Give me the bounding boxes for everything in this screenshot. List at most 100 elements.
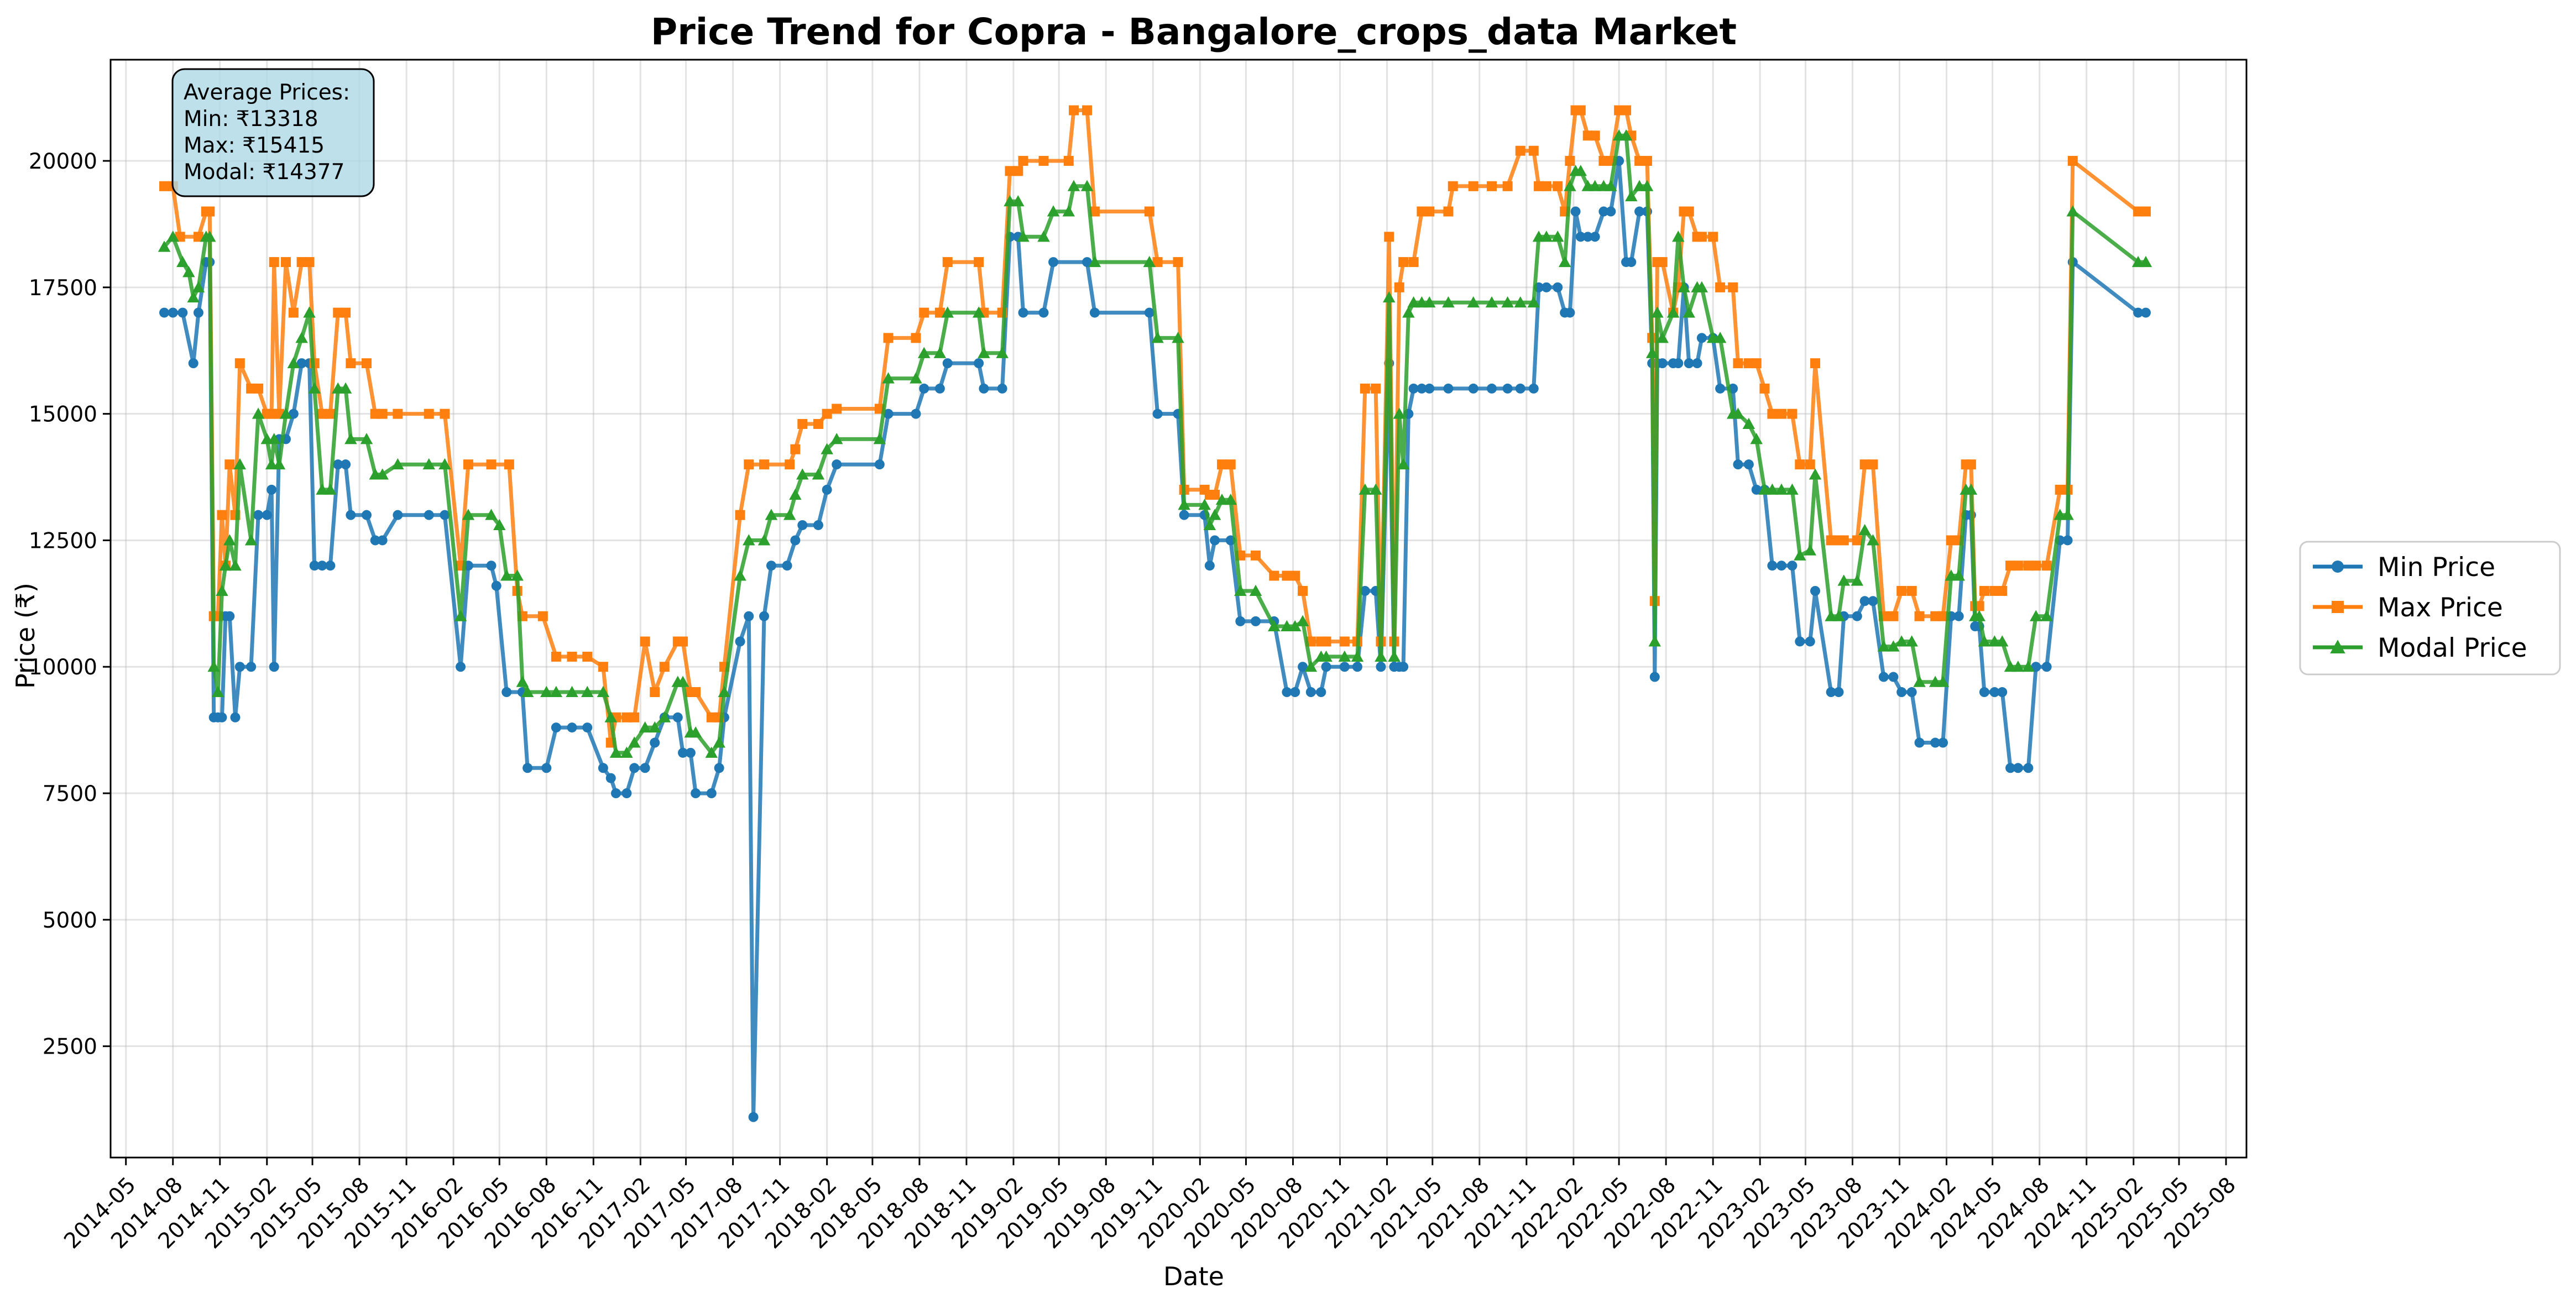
plot-frame bbox=[109, 59, 2248, 1159]
data-point bbox=[567, 651, 577, 662]
data-point bbox=[659, 662, 670, 672]
data-point bbox=[2139, 255, 2152, 268]
data-point bbox=[678, 636, 688, 647]
data-point bbox=[597, 685, 610, 698]
data-point bbox=[1574, 165, 1587, 176]
data-point bbox=[1684, 206, 1694, 217]
data-point bbox=[796, 468, 809, 480]
data-point bbox=[1173, 257, 1183, 268]
data-point bbox=[324, 483, 337, 495]
data-point bbox=[812, 468, 825, 480]
data-point bbox=[759, 611, 770, 621]
data-point bbox=[267, 484, 277, 495]
data-point bbox=[1388, 650, 1401, 662]
data-point bbox=[1541, 181, 1551, 191]
data-point bbox=[759, 459, 770, 470]
data-point bbox=[2005, 763, 2016, 773]
data-point bbox=[735, 510, 745, 520]
data-point bbox=[308, 382, 321, 394]
data-point bbox=[1936, 676, 1950, 687]
data-point bbox=[1443, 206, 1454, 217]
data-point bbox=[1767, 561, 1778, 571]
data-point bbox=[1423, 296, 1436, 308]
data-point bbox=[1375, 650, 1387, 662]
data-point bbox=[1715, 282, 1726, 292]
data-point bbox=[1867, 534, 1879, 546]
data-point bbox=[1376, 662, 1386, 672]
data-point bbox=[1683, 306, 1695, 318]
data-point bbox=[1038, 156, 1049, 166]
data-point bbox=[1089, 307, 1100, 318]
data-point bbox=[216, 584, 228, 596]
legend-label: Min Price bbox=[2378, 552, 2495, 583]
data-point bbox=[1269, 570, 1279, 581]
data-point bbox=[1408, 383, 1419, 394]
data-point bbox=[424, 510, 434, 520]
data-point bbox=[706, 788, 717, 799]
data-point bbox=[1906, 687, 1917, 698]
data-point bbox=[621, 788, 632, 799]
data-point bbox=[1570, 206, 1581, 217]
data-point bbox=[1979, 687, 1989, 698]
data-point bbox=[1648, 635, 1661, 647]
data-point bbox=[159, 181, 170, 191]
data-point bbox=[1621, 105, 1632, 116]
data-point bbox=[567, 722, 577, 733]
data-point bbox=[1360, 383, 1370, 394]
data-point bbox=[1012, 195, 1025, 207]
series-line-min-price bbox=[164, 159, 2146, 1119]
data-point bbox=[1751, 484, 1762, 495]
data-point bbox=[296, 358, 307, 369]
data-point bbox=[1172, 332, 1184, 343]
data-point bbox=[822, 409, 832, 419]
data-point bbox=[333, 459, 343, 470]
data-point bbox=[1895, 635, 1908, 647]
y-tick-label: 2500 bbox=[43, 1035, 97, 1060]
data-point bbox=[1080, 180, 1094, 191]
data-point bbox=[1017, 231, 1030, 242]
data-point bbox=[1502, 181, 1513, 191]
data-point bbox=[2066, 205, 2079, 217]
data-point bbox=[1144, 307, 1154, 318]
data-point bbox=[1759, 383, 1770, 394]
y-tick-label: 5000 bbox=[43, 908, 97, 933]
data-point bbox=[287, 357, 300, 369]
data-point bbox=[267, 409, 277, 419]
data-point bbox=[1684, 358, 1694, 369]
data-point bbox=[1859, 459, 1870, 470]
data-point bbox=[1605, 180, 1617, 191]
data-point bbox=[748, 1112, 759, 1122]
data-point bbox=[288, 409, 299, 419]
data-point bbox=[1251, 616, 1261, 626]
data-point bbox=[1290, 570, 1300, 581]
data-point bbox=[377, 409, 388, 419]
data-point bbox=[1930, 737, 1941, 748]
data-point bbox=[1606, 206, 1616, 217]
data-point bbox=[790, 444, 801, 454]
data-point bbox=[1795, 459, 1805, 470]
y-tick-label: 20000 bbox=[29, 149, 97, 174]
data-point bbox=[765, 509, 778, 520]
data-point bbox=[325, 561, 336, 571]
data-point bbox=[2332, 601, 2344, 613]
data-point bbox=[1868, 459, 1878, 470]
data-point bbox=[1018, 307, 1028, 318]
data-point bbox=[1487, 383, 1497, 394]
data-point bbox=[1708, 232, 1718, 242]
data-point bbox=[1290, 687, 1300, 698]
data-point bbox=[2055, 484, 2065, 495]
data-point bbox=[303, 306, 316, 318]
data-point bbox=[1743, 459, 1754, 470]
chart-title: Price Trend for Copra - Bangalore_crops_… bbox=[651, 11, 1737, 53]
data-point bbox=[1417, 383, 1427, 394]
data-point bbox=[2023, 763, 2034, 773]
data-point bbox=[317, 409, 327, 419]
data-point bbox=[1402, 306, 1415, 318]
data-point bbox=[268, 433, 280, 444]
data-point bbox=[1048, 257, 1059, 268]
data-point bbox=[1038, 307, 1049, 318]
average-min-price: Min: ₹13318 bbox=[184, 107, 318, 132]
data-point bbox=[1589, 180, 1601, 191]
data-point bbox=[743, 534, 755, 546]
data-point bbox=[1645, 347, 1659, 358]
